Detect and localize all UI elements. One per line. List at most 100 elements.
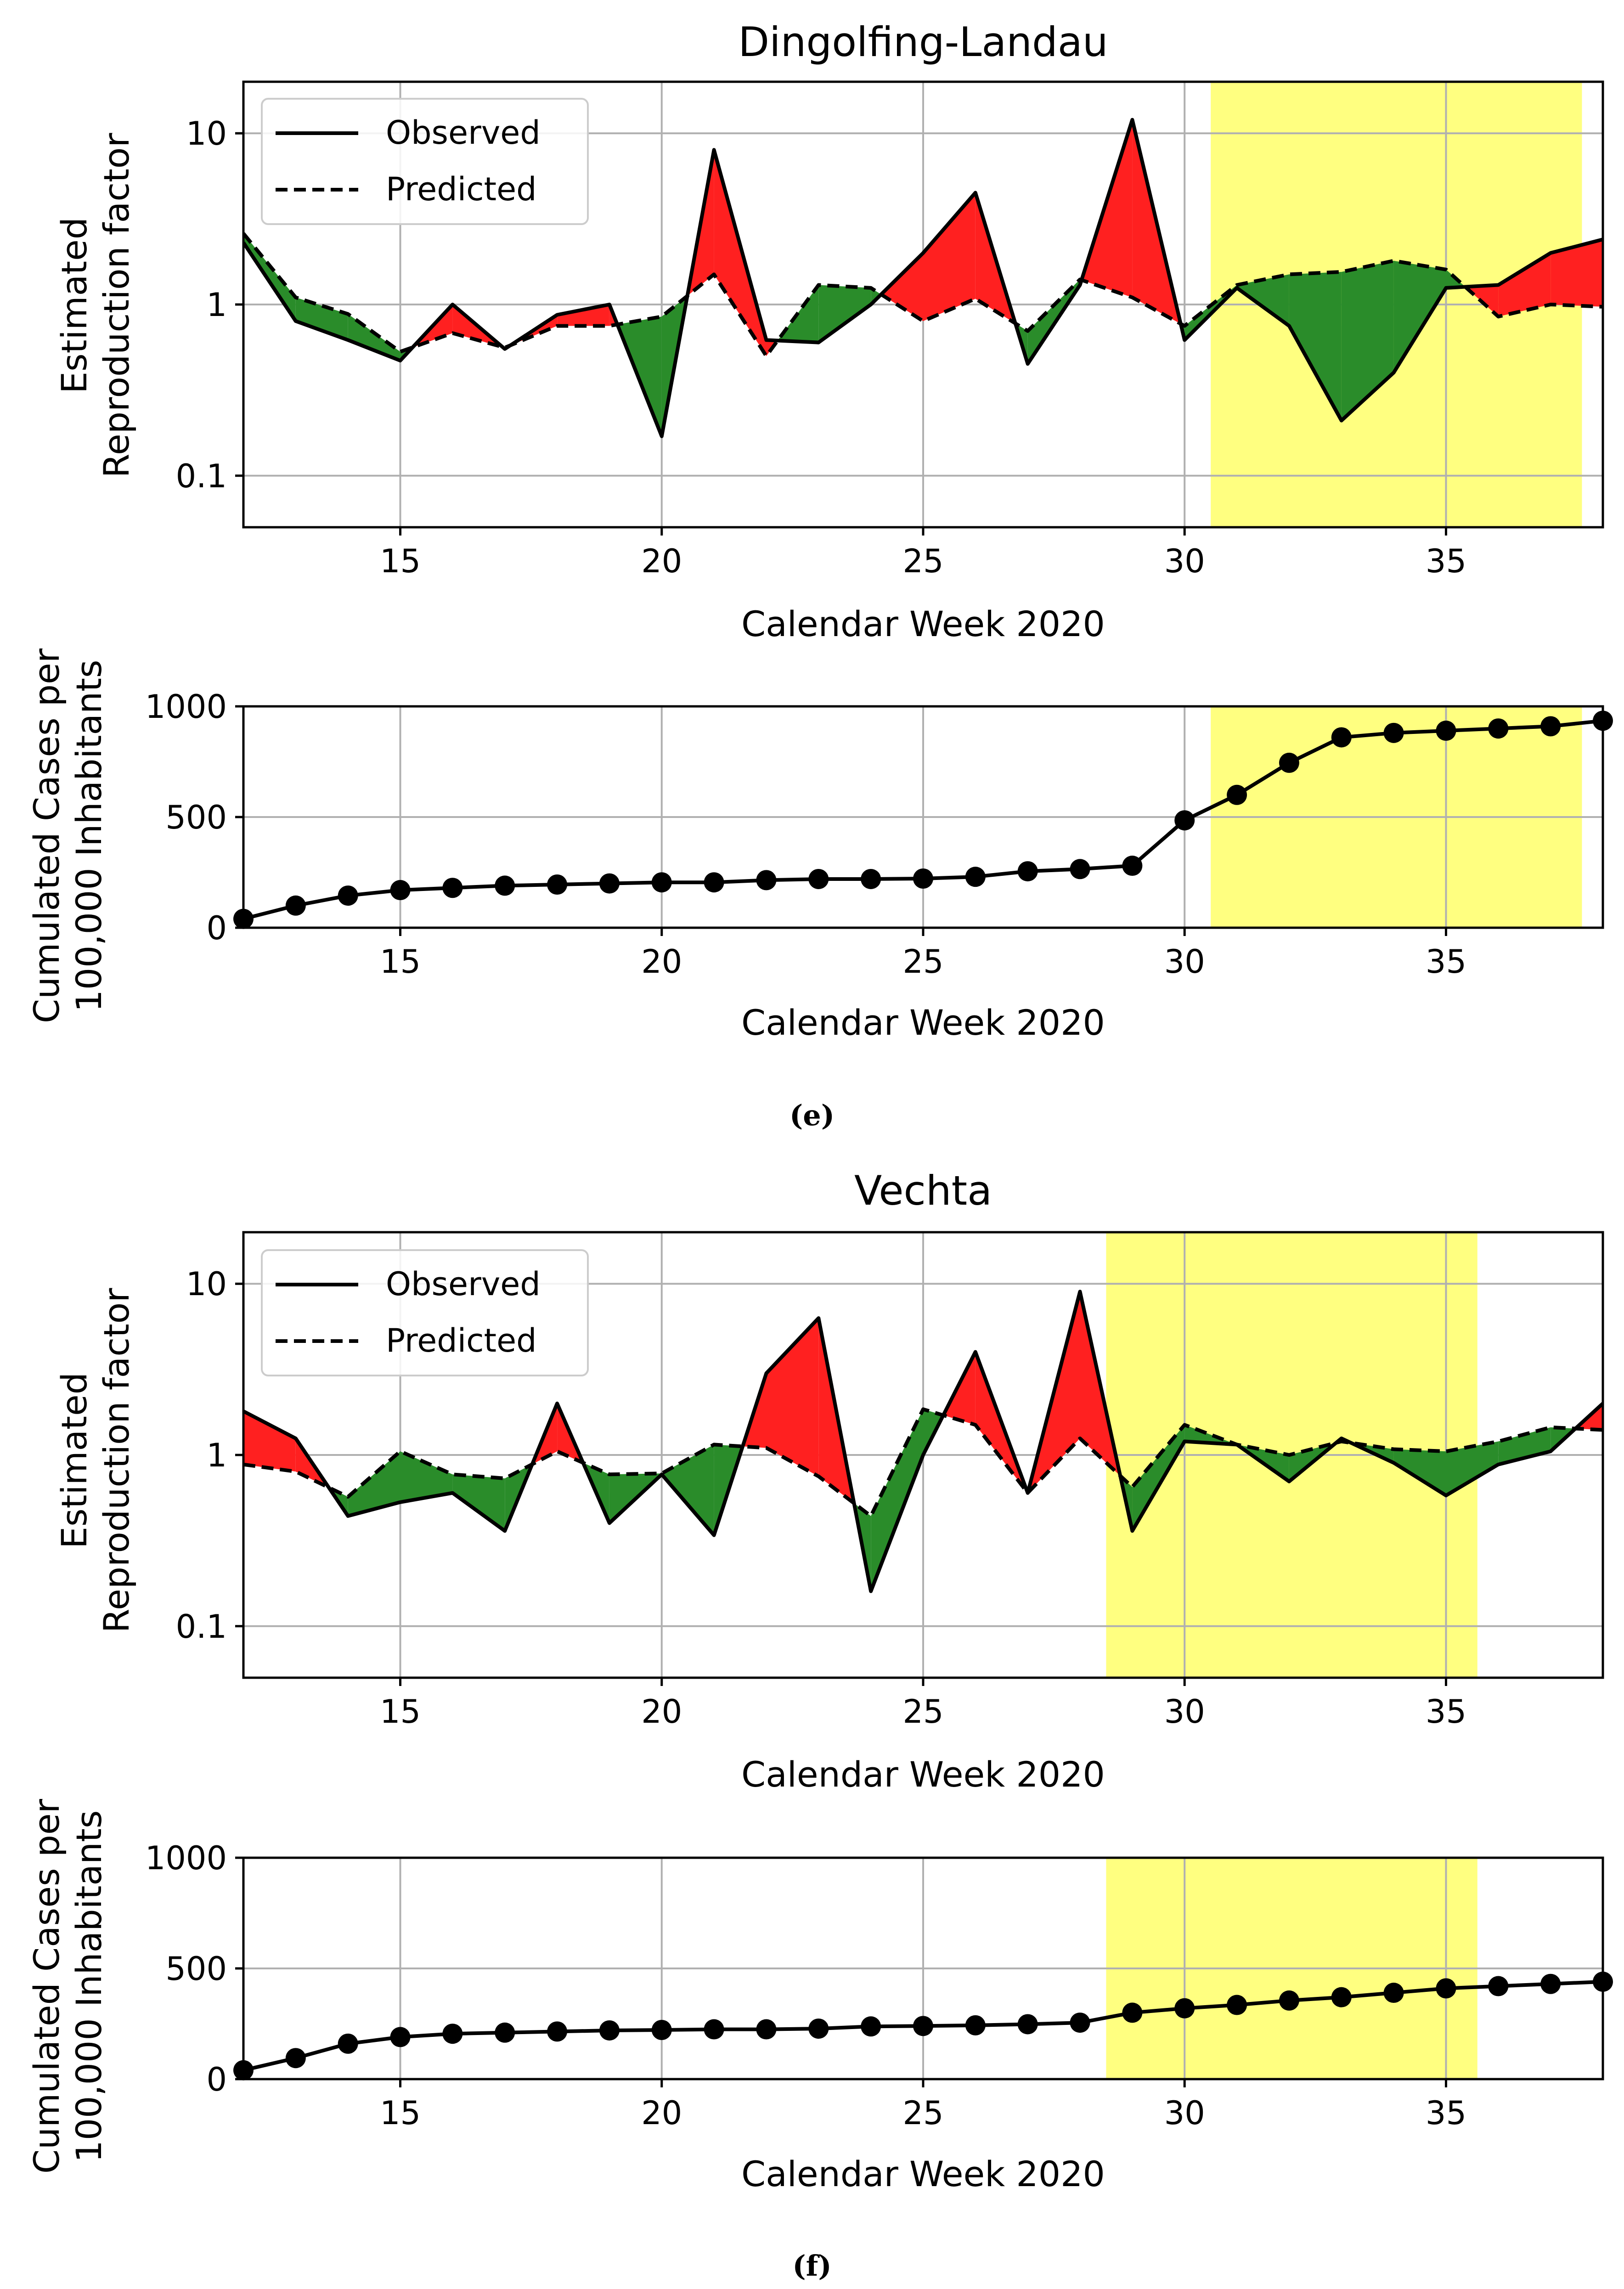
cases-point	[547, 2021, 568, 2042]
cases-point	[1227, 1995, 1247, 2015]
cases-point	[390, 880, 411, 901]
cases-point	[861, 2016, 881, 2037]
cases-point	[1227, 784, 1247, 805]
x-tick-label: 30	[1164, 943, 1205, 981]
cases-point	[599, 873, 620, 894]
series-line-observed	[243, 118, 1603, 438]
fill-observed-below	[348, 1451, 400, 1516]
x-tick-label: 25	[902, 2094, 943, 2132]
cases-point	[704, 2019, 724, 2040]
x-tick-label: 15	[380, 943, 421, 981]
legend-observed-label: Observed	[386, 1265, 541, 1303]
fill-observed-below	[1498, 1427, 1551, 1465]
legend-predicted-label: Predicted	[386, 1322, 537, 1359]
x-tick-label: 20	[641, 2094, 682, 2132]
x-tick-label: 25	[902, 542, 943, 580]
plot-marks	[243, 118, 1603, 438]
y-tick-label: 1000	[145, 688, 227, 726]
cases-point	[965, 867, 986, 887]
chart-title-vechta: Vechta	[854, 1167, 992, 1214]
cases-point	[599, 2020, 620, 2041]
cases-point	[1331, 727, 1352, 748]
y-tick-label: 500	[165, 799, 227, 836]
fill-observed-below	[1237, 274, 1289, 326]
cases-point	[1279, 752, 1299, 773]
series-line-predicted	[243, 1407, 1603, 1518]
cases-point	[756, 870, 777, 891]
x-tick-label: 15	[380, 2094, 421, 2132]
x-tick-label: 35	[1426, 943, 1466, 981]
cases-point	[1540, 716, 1561, 737]
xlabel-repro-vechta: Calendar Week 2020	[741, 1754, 1105, 1795]
repro-plot-dingolfing: 15 20 25 30 35 0.1 1 10	[176, 80, 1604, 580]
y-tick-label: 1	[206, 1437, 227, 1474]
cases-point	[338, 885, 358, 906]
cases-point	[861, 868, 881, 889]
fill-observed-below	[1341, 260, 1394, 421]
x-tick-label: 30	[1164, 1693, 1205, 1731]
caption-e: (e)	[789, 1099, 835, 1132]
cases-point	[1540, 1973, 1561, 1994]
fill-observed-below	[1393, 260, 1446, 373]
ylabel-cases-line2-dingolfing: 100,000 Inhabitants	[68, 660, 109, 1012]
legend-dingolfing: Observed Predicted	[261, 98, 589, 225]
legend-box	[261, 98, 589, 225]
fill-observed-below	[295, 297, 348, 340]
fill-observed-above	[923, 192, 976, 321]
xlabel-repro-dingolfing: Calendar Week 2020	[741, 603, 1105, 644]
legend-box	[261, 1249, 589, 1376]
series-line-observed	[243, 1290, 1603, 1593]
cases-point	[808, 868, 829, 889]
x-tick-label: 25	[902, 943, 943, 981]
x-tick-label: 20	[641, 1693, 682, 1731]
fill-observed-below	[1184, 1425, 1237, 1445]
cases-point	[285, 2048, 306, 2069]
cases-point	[1383, 722, 1404, 743]
cases-point	[1383, 1983, 1404, 2003]
chart-title-dingolfing: Dingolfing-Landau	[738, 18, 1108, 66]
cases-point	[547, 874, 568, 895]
fill-observed-below	[871, 1409, 923, 1591]
fill-observed-below	[1132, 1425, 1185, 1531]
fill-observed-above	[766, 1318, 819, 1477]
cases-point	[756, 2019, 777, 2040]
xlabel-cases-dingolfing: Calendar Week 2020	[741, 1002, 1105, 1043]
y-tick-label: 1	[206, 286, 227, 324]
x-tick-label: 15	[380, 1693, 421, 1731]
x-tick-label: 25	[902, 1693, 943, 1731]
ylabel-repro-line1-vechta: Estimated	[54, 1372, 95, 1549]
x-tick-label: 20	[641, 542, 682, 580]
cases-point	[1279, 1990, 1299, 2011]
ylabel-repro-line2-vechta: Reproduction factor	[96, 1288, 137, 1633]
plot-marks	[243, 1290, 1603, 1593]
cases-plot-vechta: 15 20 25 30 35 0 500 1000	[145, 1839, 1613, 2132]
cases-point	[1174, 1998, 1195, 2018]
x-tick-label: 35	[1426, 2094, 1466, 2132]
ylabel-cases-line1-dingolfing: Cumulated Cases per	[26, 648, 67, 1023]
cases-point	[808, 2018, 829, 2039]
cases-point	[1017, 2014, 1038, 2035]
cases-point	[338, 2033, 358, 2054]
fill-observed-above	[1551, 239, 1603, 307]
x-tick-label: 20	[641, 943, 682, 981]
ylabel-cases-line2-vechta: 100,000 Inhabitants	[68, 1810, 109, 2162]
legend-predicted-label: Predicted	[386, 170, 537, 208]
x-tick-label: 15	[380, 542, 421, 580]
ylabel-cases-line1-vechta: Cumulated Cases per	[26, 1798, 67, 2174]
fill-observed-below	[400, 1451, 453, 1502]
x-tick-label: 30	[1164, 2094, 1205, 2132]
cases-point	[390, 2027, 411, 2047]
x-tick-label: 30	[1164, 542, 1205, 580]
y-tick-label: 500	[165, 1950, 227, 1988]
cases-point	[1122, 856, 1143, 876]
fill-observed-below	[1289, 272, 1342, 421]
y-tick-label: 10	[186, 1265, 227, 1303]
x-tick-label: 35	[1426, 1693, 1466, 1731]
fill-observed-above	[881, 253, 923, 321]
cases-point	[495, 2022, 515, 2043]
fill-observed-above	[1498, 253, 1551, 317]
fill-observed-below	[452, 1474, 505, 1531]
ylabel-repro-line1-dingolfing: Estimated	[54, 217, 95, 394]
cases-point	[1436, 1978, 1456, 1999]
